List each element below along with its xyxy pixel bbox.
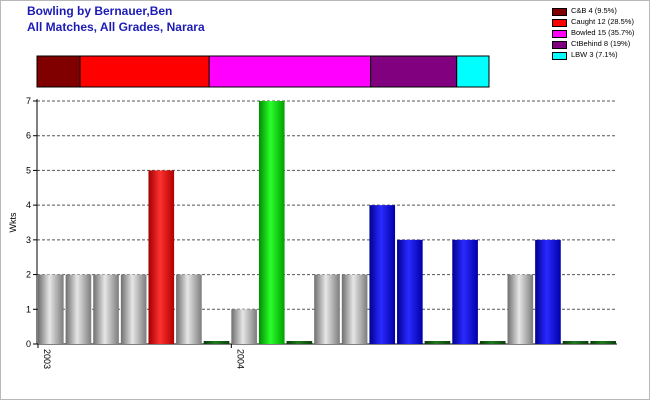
legend-swatch	[552, 30, 567, 38]
bar	[479, 341, 506, 344]
dismissal-stack-bar	[36, 55, 490, 88]
bar	[397, 239, 423, 344]
bar	[203, 341, 230, 344]
bar	[148, 170, 175, 344]
legend-swatch	[552, 41, 567, 49]
y-tick-label: 5	[26, 165, 31, 175]
stack-segment	[36, 55, 81, 88]
stack-segment	[208, 55, 372, 88]
x-tick-label: 2004	[235, 349, 245, 369]
y-tick-label: 1	[26, 304, 31, 314]
y-tick-label: 6	[26, 131, 31, 141]
y-axis-title: Wkts	[8, 212, 18, 232]
stack-segment	[370, 55, 458, 88]
y-tick-label: 4	[26, 200, 31, 210]
bar	[452, 239, 478, 344]
bar	[286, 341, 313, 344]
y-tick-label: 0	[26, 339, 31, 349]
bar	[341, 274, 368, 344]
bar	[590, 341, 616, 344]
y-tick-label: 7	[26, 96, 31, 106]
legend-swatch	[552, 8, 567, 16]
stack-segment	[456, 55, 490, 88]
chart-title: Bowling by Bernauer,Ben	[27, 4, 173, 18]
legend-label: LBW 3 (7.1%)	[571, 50, 618, 59]
bar	[38, 274, 64, 344]
bar	[507, 274, 534, 344]
chart-subtitle: All Matches, All Grades, Narara	[27, 20, 205, 34]
bar	[369, 205, 396, 344]
bar	[424, 341, 451, 344]
bar	[93, 274, 119, 344]
y-tick-label: 3	[26, 235, 31, 245]
bar	[65, 274, 92, 344]
legend-label: C&B 4 (9.5%)	[571, 6, 617, 15]
legend-swatch	[552, 52, 567, 60]
y-tick-label: 2	[26, 270, 31, 280]
bar	[176, 274, 202, 344]
bars	[38, 101, 616, 344]
bar	[562, 341, 589, 344]
legend-label: Caught 12 (28.5%)	[571, 17, 634, 26]
legend-label: Bowled 15 (35.7%)	[571, 28, 635, 37]
bar	[314, 274, 340, 344]
legend-swatch	[552, 19, 567, 27]
stack-segment	[79, 55, 210, 88]
bar	[231, 309, 257, 344]
axis-labels: 0 1 2 3 4 5 6 7 Wkts 2003 2004	[8, 96, 245, 369]
legend-label: CtBehind 8 (19%)	[571, 39, 631, 48]
bar	[120, 274, 147, 344]
bar	[535, 239, 561, 344]
bar	[258, 101, 285, 344]
x-tick-label: 2003	[42, 349, 52, 369]
